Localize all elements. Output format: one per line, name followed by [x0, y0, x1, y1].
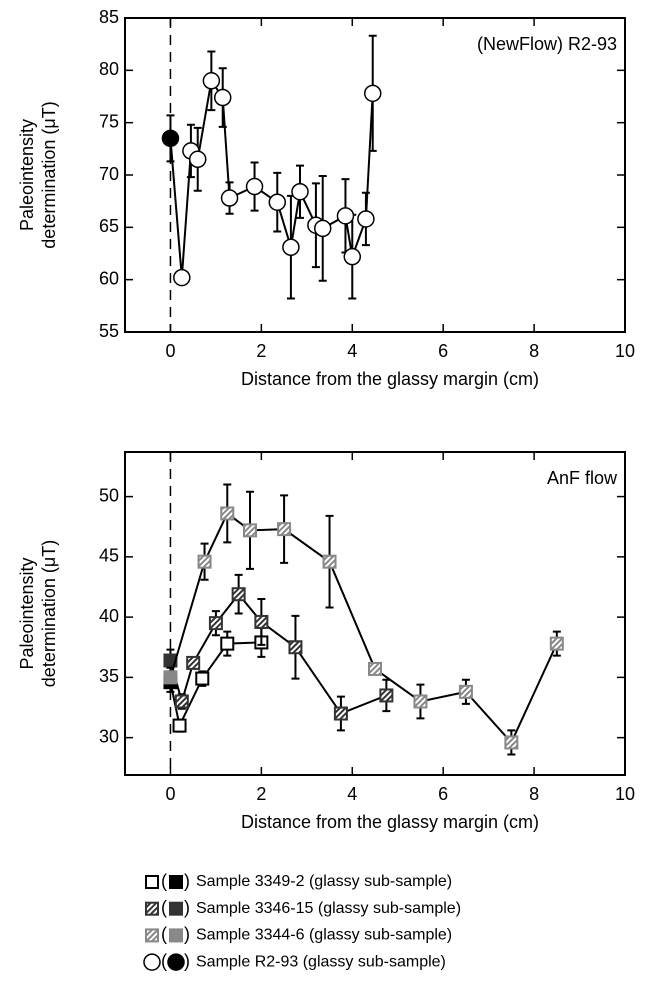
marker [379, 688, 394, 703]
x-tick-label: 0 [165, 784, 175, 804]
y-tick-label: 45 [99, 546, 119, 566]
legend-paren: ) [184, 871, 190, 891]
legend-paren: ( [161, 897, 167, 917]
legend-label: Sample 3344-6 (glassy sub-sample) [196, 927, 452, 944]
legend-marker [145, 901, 159, 916]
marker [413, 694, 428, 709]
legend-label: Sample 3346-15 (glassy sub-sample) [196, 900, 461, 917]
y-tick-label: 75 [99, 111, 119, 131]
marker [333, 706, 348, 721]
marker [213, 88, 232, 107]
marker [368, 661, 382, 676]
y-axis-title: determination (μT) [39, 540, 59, 687]
x-axis-title: Distance from the glassy margin (cm) [241, 369, 539, 389]
marker [458, 684, 473, 699]
legend-label: Sample 3349-2 (glassy sub-sample) [196, 873, 452, 890]
marker [220, 189, 239, 207]
y-tick-label: 35 [99, 666, 119, 686]
annotation: AnF flow [547, 468, 618, 488]
marker [254, 614, 269, 629]
annotation: (NewFlow) R2-93 [477, 34, 617, 54]
series-line [169, 641, 262, 729]
x-tick-label: 8 [529, 784, 539, 804]
y-axis-title: Paleointensity [17, 119, 37, 231]
x-axis-title: Distance from the glassy margin (cm) [241, 812, 539, 832]
marker [336, 207, 355, 225]
marker [220, 506, 235, 521]
series-line [169, 592, 387, 715]
y-tick-label: 70 [99, 164, 119, 184]
legend-paren: ( [161, 871, 167, 891]
y-tick-label: 50 [99, 485, 119, 505]
y-tick-label: 65 [99, 216, 119, 236]
x-tick-label: 10 [615, 784, 635, 804]
legend-paren: ( [161, 924, 167, 944]
y-tick-label: 30 [99, 726, 119, 746]
marker [282, 238, 300, 256]
y-tick-label: 55 [99, 321, 119, 341]
marker [202, 72, 221, 90]
marker [291, 182, 309, 201]
marker [231, 587, 246, 602]
legend-label: Sample R2-93 (glassy sub-sample) [196, 953, 446, 970]
x-tick-label: 8 [529, 341, 539, 361]
x-tick-label: 2 [256, 784, 266, 804]
legend-marker [143, 953, 161, 971]
y-axis-title: determination (μT) [39, 101, 59, 248]
legend-paren: ) [184, 951, 190, 971]
marker [549, 636, 564, 651]
legend-marker [167, 953, 185, 971]
marker [268, 193, 287, 211]
legend-marker [169, 928, 183, 943]
x-tick-label: 0 [165, 341, 175, 361]
y-tick-label: 60 [99, 268, 119, 288]
legend-marker [145, 875, 159, 889]
legend-paren: ) [184, 924, 190, 944]
legend-marker [169, 875, 183, 889]
marker [173, 268, 191, 287]
marker [197, 554, 212, 569]
legend-paren: ) [184, 897, 190, 917]
marker [313, 219, 332, 238]
marker [208, 616, 223, 631]
marker [322, 554, 337, 569]
marker [174, 694, 189, 709]
marker [186, 655, 201, 670]
marker [245, 177, 264, 196]
marker [504, 735, 519, 750]
x-tick-label: 2 [256, 341, 266, 361]
x-tick-label: 6 [438, 784, 448, 804]
marker [172, 718, 187, 733]
y-tick-label: 80 [99, 59, 119, 79]
x-tick-label: 10 [615, 341, 635, 361]
legend-marker [169, 901, 183, 916]
marker [195, 671, 210, 686]
y-tick-label: 40 [99, 606, 119, 626]
x-tick-label: 4 [347, 341, 357, 361]
marker [188, 150, 207, 169]
plot-frame [124, 17, 626, 333]
marker [220, 636, 235, 651]
legend-paren: ( [161, 951, 167, 971]
marker [357, 210, 375, 228]
plot-frame [124, 451, 626, 776]
marker [277, 522, 292, 537]
marker [363, 84, 382, 103]
legend-marker [145, 928, 159, 943]
x-tick-label: 4 [347, 784, 357, 804]
marker [243, 523, 257, 538]
glassy-marker [161, 129, 180, 148]
x-tick-label: 6 [438, 341, 448, 361]
y-tick-label: 85 [99, 7, 119, 27]
y-axis-title: Paleointensity [17, 557, 37, 669]
marker [343, 247, 362, 266]
marker [288, 640, 303, 655]
glassy-marker [163, 670, 178, 685]
series-line [169, 511, 558, 745]
